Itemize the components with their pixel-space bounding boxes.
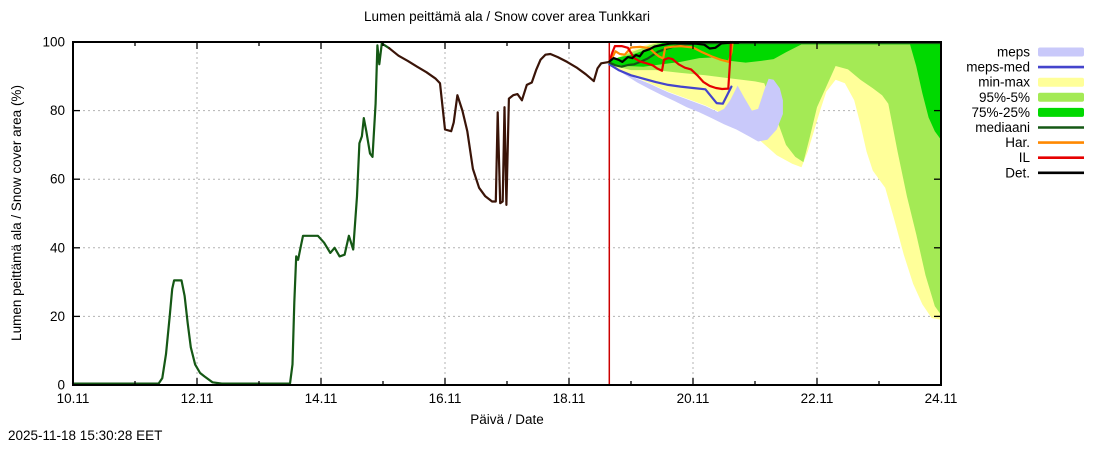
series-il [608, 40, 732, 91]
legend-label-meps-med: meps-med [966, 60, 1030, 75]
x-axis-label: Päivä / Date [470, 412, 544, 427]
series-history-det [388, 47, 611, 206]
series-det-forecast [608, 41, 740, 64]
y-tick-label: 60 [50, 172, 65, 187]
y-tick-label: 80 [50, 103, 65, 118]
x-tick-label: 22.11 [801, 391, 834, 406]
x-tick-label: 10.11 [57, 391, 90, 406]
x-tick-label: 24.11 [925, 391, 958, 406]
legend-label-il: IL [1019, 150, 1031, 165]
y-tick-label: 40 [50, 240, 65, 255]
x-tick-label: 16.11 [429, 391, 462, 406]
legend-swatch-meps [1038, 47, 1084, 57]
band-min-max [609, 42, 941, 320]
y-tick-label: 100 [42, 35, 65, 50]
legend-swatch-95-5 [1038, 92, 1084, 102]
y-tick-label: 20 [50, 309, 65, 324]
band-meps [609, 65, 783, 142]
legend-label-95-5: 95%-5% [979, 90, 1030, 105]
x-tick-label: 12.11 [181, 391, 214, 406]
series-har [608, 40, 734, 64]
y-axis-label: Lumen peittämä ala / Snow cover area (%) [9, 85, 24, 341]
legend-swatch-75-25 [1038, 107, 1084, 117]
legend-label-har: Har. [1005, 135, 1030, 150]
legend-label-meps: meps [997, 45, 1030, 60]
series-history-mediaani [71, 42, 391, 385]
legend-label-min-max: min-max [978, 75, 1030, 90]
series-meps-med [608, 63, 733, 105]
legend-swatch-min-max [1038, 77, 1084, 87]
x-tick-label: 18.11 [553, 391, 586, 406]
x-tick-label: 20.11 [677, 391, 710, 406]
legend-label-mediaani: mediaani [975, 120, 1030, 135]
x-tick-label: 14.11 [305, 391, 338, 406]
chart-title: Lumen peittämä ala / Snow cover area Tun… [364, 9, 650, 24]
y-tick-label: 0 [57, 378, 65, 393]
legend-label-75-25: 75%-25% [971, 105, 1030, 120]
timestamp: 2025-11-18 15:30:28 EET [8, 428, 163, 443]
legend-label-det: Det. [1005, 165, 1030, 180]
